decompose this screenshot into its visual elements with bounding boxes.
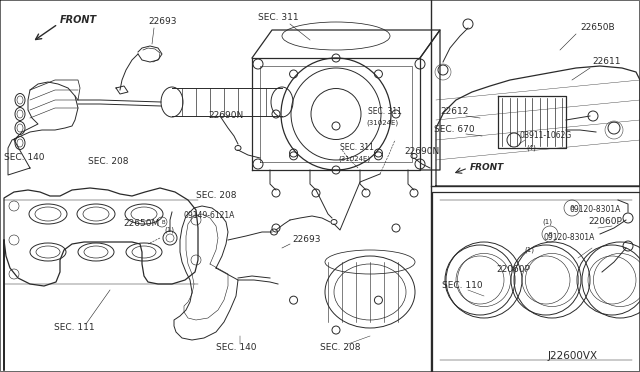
Text: FRONT: FRONT (60, 15, 97, 25)
Text: 22690N: 22690N (208, 110, 243, 119)
Text: (31024E): (31024E) (366, 120, 398, 126)
Text: 22693: 22693 (292, 235, 321, 244)
Text: SEC. 311: SEC. 311 (340, 144, 374, 153)
Text: SEC. 110: SEC. 110 (442, 282, 483, 291)
Text: SEC. 208: SEC. 208 (88, 157, 129, 167)
Text: (1): (1) (542, 219, 552, 225)
Text: 09149-6121A: 09149-6121A (183, 212, 234, 221)
Text: 22060P: 22060P (588, 218, 622, 227)
Text: (31024E): (31024E) (338, 156, 370, 162)
Text: SEC. 208: SEC. 208 (196, 192, 237, 201)
Text: 22693: 22693 (148, 17, 177, 26)
Text: (1): (1) (164, 227, 174, 233)
Text: SEC. 140: SEC. 140 (216, 343, 257, 353)
Text: B: B (161, 219, 165, 224)
Text: SEC. 111: SEC. 111 (54, 324, 95, 333)
Text: 22611: 22611 (592, 58, 621, 67)
Text: 22612: 22612 (440, 108, 468, 116)
Text: SEC. 140: SEC. 140 (4, 154, 45, 163)
Text: 0B911-1062G: 0B911-1062G (520, 131, 572, 141)
Text: 22650B: 22650B (580, 23, 614, 32)
Text: 22650M: 22650M (123, 219, 159, 228)
Text: B: B (548, 231, 552, 237)
Text: 09120-8301A: 09120-8301A (544, 234, 595, 243)
Text: B: B (570, 205, 574, 211)
Text: SEC. 670: SEC. 670 (434, 125, 475, 135)
Text: FRONT: FRONT (470, 164, 504, 173)
Text: (4): (4) (526, 145, 536, 151)
Text: 22060P: 22060P (496, 266, 530, 275)
Text: SEC. 311: SEC. 311 (368, 108, 402, 116)
Text: 22690N: 22690N (404, 148, 439, 157)
Text: (1): (1) (524, 247, 534, 253)
Text: SEC. 311: SEC. 311 (258, 13, 299, 22)
Text: J22600VX: J22600VX (548, 351, 598, 361)
Text: SEC. 208: SEC. 208 (320, 343, 360, 353)
Text: 09120-8301A: 09120-8301A (570, 205, 621, 215)
